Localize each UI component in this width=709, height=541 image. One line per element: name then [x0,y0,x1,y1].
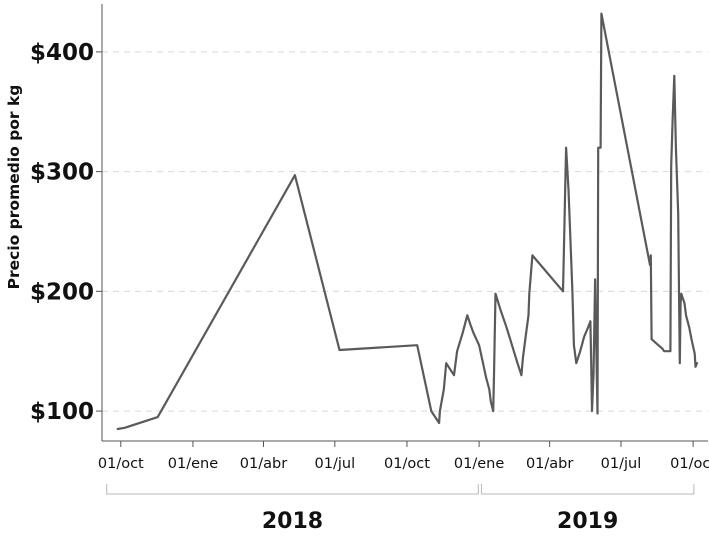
year-label: 2019 [557,509,618,534]
y-axis-label: Precio promedio por kg [5,85,23,290]
labels: Precio promedio por kg [5,85,23,290]
y-tick-label: $400 [30,40,94,66]
y-tick-label: $200 [30,279,94,305]
y-tick-label: $100 [30,399,94,425]
axes: $100 $200 $300 $400 01/oct 01/ene 01/abr 01/jul… [30,4,709,534]
y-tick-label: $300 [30,160,94,186]
x-tick-label: 01/jul [315,456,356,472]
year-bracket [106,484,479,495]
year-bracket [480,484,695,495]
series-layer [116,12,699,431]
x-tick-label: 01/oct [670,456,709,472]
gridlines [102,51,708,412]
x-tick-label: 01/jul [601,456,642,472]
x-tick-label: 01/abr [240,456,287,472]
year-label: 2018 [262,509,323,534]
x-tick-label: 01/ene [454,456,504,472]
x-tick-label: 01/oct [98,456,144,472]
x-tick-label: 01/ene [168,456,218,472]
series-line [116,12,699,431]
x-tick-label: 01/abr [526,456,573,472]
x-tick-label: 01/oct [384,456,430,472]
